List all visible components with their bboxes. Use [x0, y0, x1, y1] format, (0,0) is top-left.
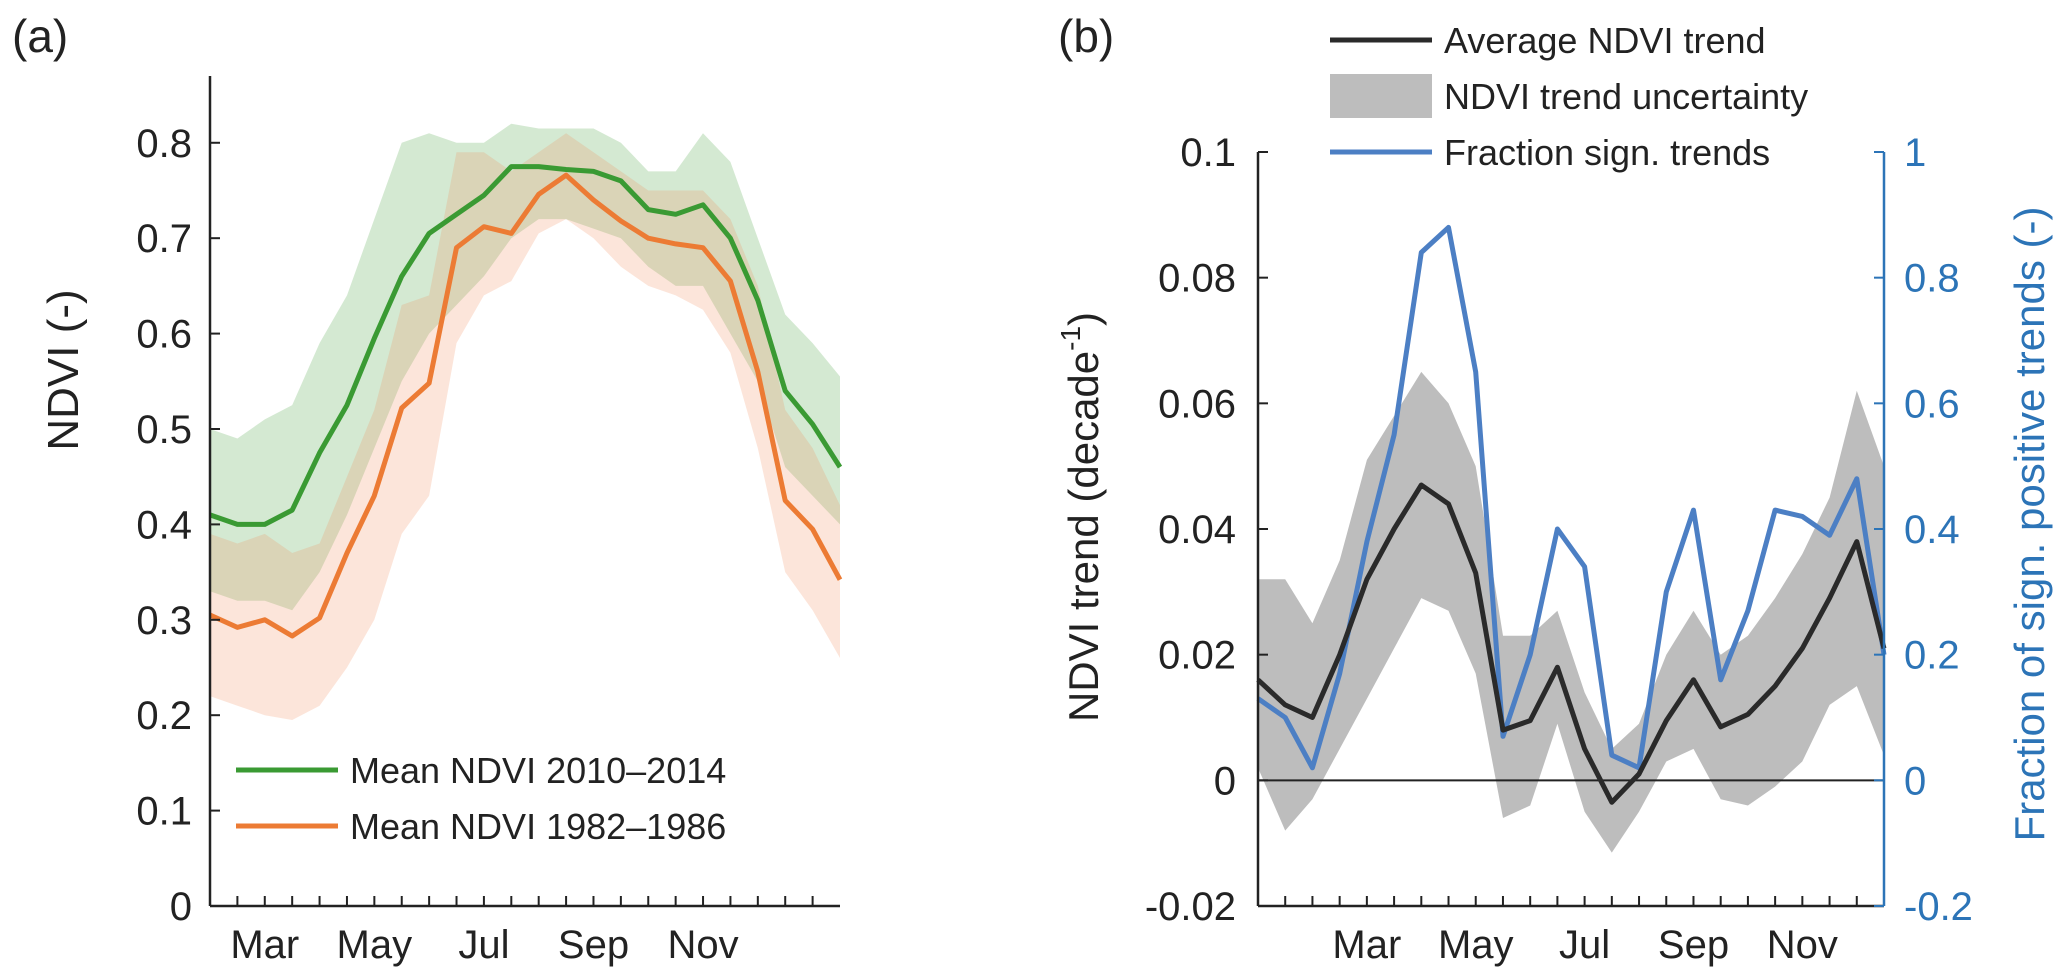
x-tick-label: Mar [230, 923, 299, 967]
panel-a-y-axis-label: NDVI (-) [39, 289, 88, 450]
legend-label: Mean NDVI 1982–1986 [350, 806, 726, 847]
panel-a-x-ticks: Mar May Jul Sep Nov [230, 896, 814, 967]
x-tick-label: May [1438, 923, 1514, 967]
line-2010-2014 [209, 164, 843, 527]
legend-swatch [1330, 74, 1432, 118]
y-tick-label: 0.06 [1158, 382, 1236, 426]
y-tick-label: 0.2 [136, 694, 192, 738]
y-tick-label: 0 [1214, 759, 1236, 803]
y-tick-label: 0 [170, 885, 192, 929]
y-tick-label: 0.5 [136, 408, 192, 452]
panel-b-y-ticks: -0.02 0 0.02 0.04 0.06 0.08 0.1 [1145, 131, 1268, 929]
panel-b-y-axis-label-main: NDVI trend (decade [1060, 351, 1107, 722]
panel-b: (b) -0.02 0 0.02 0.04 0.06 0.08 0.1 -0.2 0 0.2 0.… [1055, 10, 2053, 967]
y-tick-label: 0.6 [136, 313, 192, 357]
fraction-line [1256, 224, 1887, 771]
y-tick-label: -0.02 [1145, 885, 1236, 929]
y-tick-label: 0.1 [136, 790, 192, 834]
x-tick-label: Mar [1332, 923, 1401, 967]
panel-b-lines [1256, 224, 1887, 805]
panel-b-y2-ticks: -0.2 0 0.2 0.4 0.6 0.8 1 [1874, 131, 1973, 929]
y-tick-label: 0.8 [136, 122, 192, 166]
y2-tick-label: 0.8 [1904, 257, 1960, 301]
x-tick-label: Sep [558, 923, 629, 967]
legend-label: Fraction sign. trends [1444, 132, 1770, 173]
panel-a: (a) 0 0.1 0.2 0.3 0.4 0.5 0.6 0.7 0.8 Mar May Jul S… [12, 10, 843, 967]
panel-b-y2-axis-label: Fraction of sign. positive trends (-) [2006, 207, 2053, 842]
x-tick-label: Jul [1559, 923, 1610, 967]
line-1982-1986 [208, 172, 843, 639]
x-tick-label: Jul [458, 923, 509, 967]
legend-label: NDVI trend uncertainty [1444, 76, 1808, 117]
y-tick-label: 0.1 [1180, 131, 1236, 175]
trend-line [1256, 482, 1887, 805]
x-tick-label: Sep [1658, 923, 1729, 967]
y2-tick-label: 0.6 [1904, 382, 1960, 426]
y2-tick-label: 0.4 [1904, 508, 1960, 552]
panel-a-legend: Mean NDVI 2010–2014 Mean NDVI 1982–1986 [236, 750, 726, 847]
panel-b-y-axis-label-superscript: -1 [1055, 326, 1086, 351]
panel-b-y-axis-label-suffix: ) [1060, 312, 1107, 326]
x-tick-label: May [337, 923, 413, 967]
y2-tick-label: -0.2 [1904, 885, 1973, 929]
y2-tick-label: 1 [1904, 131, 1926, 175]
panel-b-label: (b) [1058, 10, 1114, 62]
panel-b-x-ticks: Mar May Jul Sep Nov [1284, 896, 1858, 967]
band-1982-1986 [210, 133, 840, 720]
x-tick-label: Nov [1767, 923, 1838, 967]
y2-tick-label: 0 [1904, 759, 1926, 803]
y2-tick-label: 0.2 [1904, 634, 1960, 678]
panel-b-legend: Average NDVI trend NDVI trend uncertainty… [1330, 20, 1808, 173]
y-tick-label: 0.02 [1158, 634, 1236, 678]
panel-a-label: (a) [12, 10, 68, 62]
panel-b-y-axis-label: NDVI trend (decade-1) [1055, 312, 1107, 722]
legend-label: Average NDVI trend [1444, 20, 1766, 61]
y-tick-label: 0.7 [136, 217, 192, 261]
y-tick-label: 0.4 [136, 503, 192, 547]
y-tick-label: 0.08 [1158, 257, 1236, 301]
y-tick-label: 0.04 [1158, 508, 1236, 552]
legend-label: Mean NDVI 2010–2014 [350, 750, 726, 791]
panel-a-y-ticks: 0 0.1 0.2 0.3 0.4 0.5 0.6 0.7 0.8 [136, 122, 220, 929]
panel-a-axes [208, 76, 840, 908]
panel-a-lines [208, 164, 843, 639]
y-tick-label: 0.3 [136, 599, 192, 643]
x-tick-label: Nov [667, 923, 738, 967]
